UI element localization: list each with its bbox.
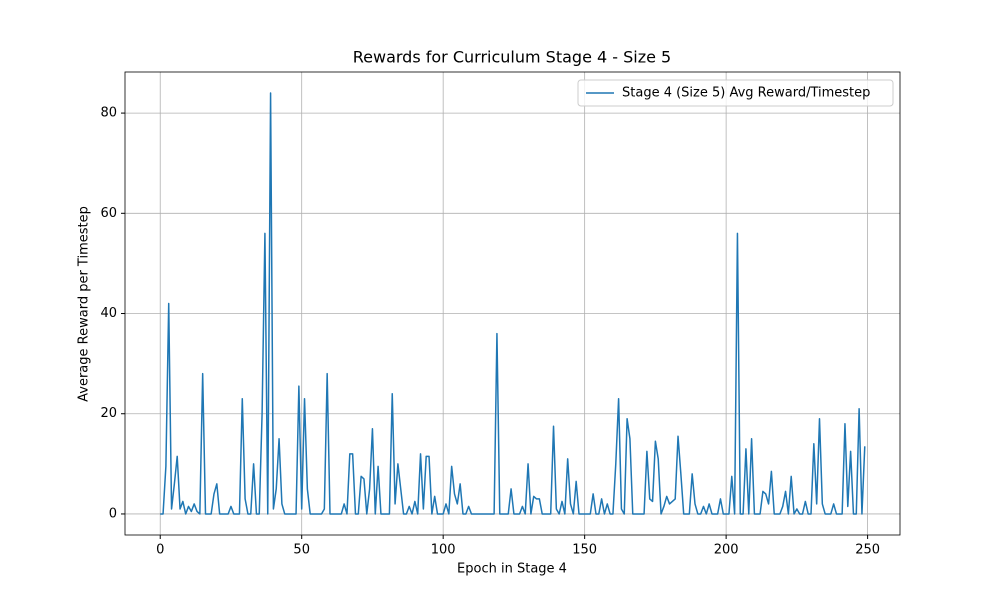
y-tick-label: 20 (100, 406, 117, 421)
chart-title: Rewards for Curriculum Stage 4 - Size 5 (353, 48, 671, 67)
legend: Stage 4 (Size 5) Avg Reward/Timestep (577, 79, 894, 107)
x-tick-label: 0 (156, 543, 164, 558)
legend-box (577, 79, 894, 107)
y-tick-label: 80 (100, 106, 117, 121)
x-tick-label: 250 (855, 543, 880, 558)
x-tick-label: 50 (293, 543, 310, 558)
x-tick-label: 100 (431, 543, 456, 558)
x-tick-label: 200 (714, 543, 739, 558)
x-tick-label: 150 (572, 543, 597, 558)
y-tick-label: 60 (100, 206, 117, 221)
data-line (160, 92, 866, 515)
legend-label: Stage 4 (Size 5) Avg Reward/Timestep (622, 86, 870, 101)
y-tick-label: 0 (109, 506, 117, 521)
y-tick-label: 40 (100, 306, 117, 321)
x-axis-label: Epoch in Stage 4 (457, 562, 567, 577)
plot-frame (124, 71, 901, 536)
y-axis-label: Average Reward per Timestep (77, 206, 92, 402)
